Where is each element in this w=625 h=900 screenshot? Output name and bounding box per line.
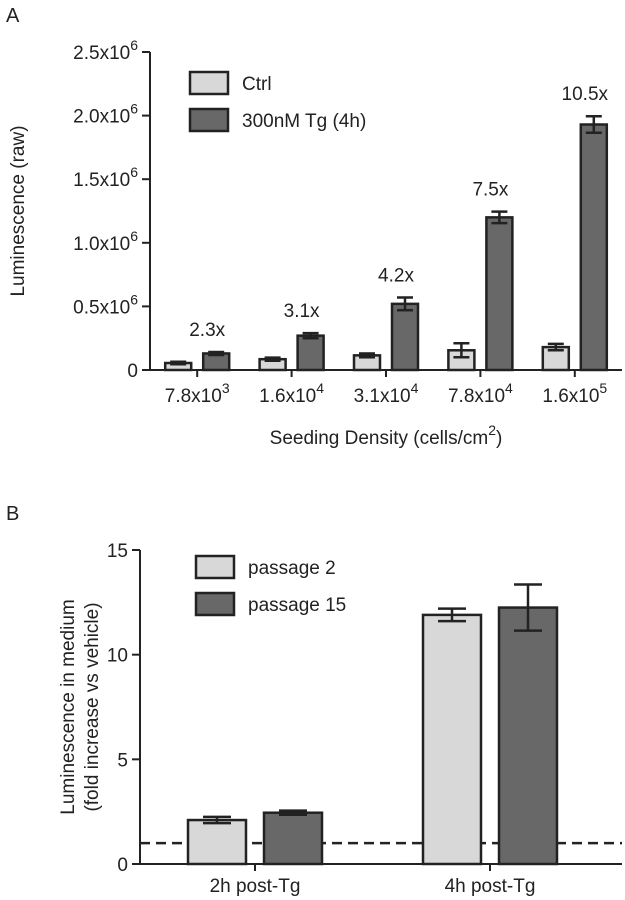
legend-label: Ctrl [242,74,272,95]
x-tick-label: 2h post-Tg [210,876,301,897]
y-axis-title: (fold increase vs vehicle) [82,602,103,811]
legend-swatch [194,554,236,580]
legend-label: passage 2 [248,558,336,579]
y-axis-title: Luminescence (raw) [8,125,29,296]
bar [296,334,325,372]
fold-change-label: 3.1x [284,301,320,322]
y-tick-label: 0 [127,361,138,382]
y-tick-label: 1.5x106 [73,164,138,191]
x-axis-title: Seeding Density (cells/cm2) [270,422,503,449]
x-tick-label: 7.8x104 [448,380,513,407]
legend-swatch [194,591,236,617]
y-tick-label: 2.5x106 [73,37,138,64]
fold-change-label: 7.5x [472,180,508,201]
legend-label: passage 15 [248,595,346,616]
bar [262,811,324,866]
y-tick-label: 0.5x106 [73,291,138,318]
x-tick-label: 1.6x104 [259,380,324,407]
legend-swatch [188,107,230,133]
legend-label: 300nM Tg (4h) [242,111,366,132]
legend-swatch [188,70,230,96]
y-tick-label: 2.0x106 [73,101,138,128]
x-tick-label: 4h post-Tg [445,876,536,897]
fold-change-label: 2.3x [189,320,225,341]
fold-change-label: 4.2x [378,265,414,286]
bar [497,606,559,866]
bar [579,123,609,372]
y-tick-label: 10 [107,646,128,667]
panel-label-b: B [6,503,19,525]
y-axis-title: Luminescence in medium [58,599,79,814]
panel-a: A 0 0.5x106 1.0x106 1.5x106 2.0x106 2.5x106 Lum… [6,5,622,449]
bar [421,613,483,866]
panel-label-a: A [6,5,20,27]
bar [186,818,248,866]
x-tick-label: 7.8x103 [165,380,230,407]
y-tick-label: 0 [117,855,128,876]
y-tick-label: 1.0x106 [73,228,138,255]
x-tick-label: 1.6x105 [542,380,607,407]
bar [485,216,514,372]
panel-b: B 0 5 10 15 Luminescence in medium (fold incre… [6,503,622,897]
bar [390,302,420,372]
y-tick-label: 5 [117,750,128,771]
y-tick-label: 15 [107,541,128,562]
fold-change-label: 10.5x [562,84,609,105]
x-tick-label: 3.1x104 [354,380,419,407]
